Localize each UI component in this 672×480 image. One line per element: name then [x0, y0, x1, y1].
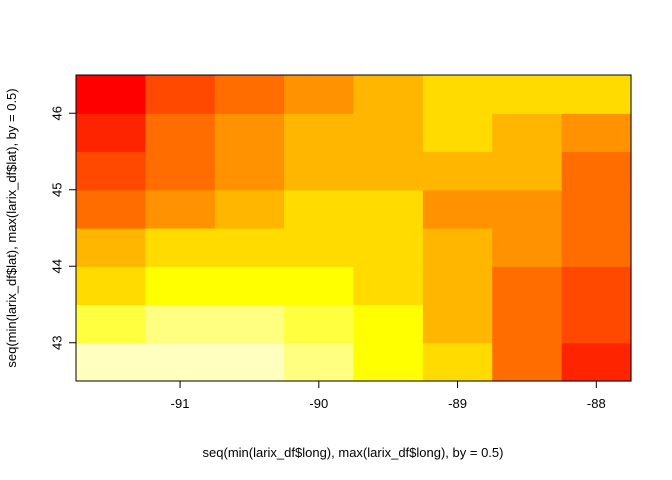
- heatmap-cell: [145, 151, 216, 191]
- heatmap-cell: [422, 266, 493, 306]
- heatmap-cell: [353, 189, 424, 229]
- heatmap-cell: [492, 266, 563, 306]
- y-tick-label: 46: [50, 106, 65, 120]
- heatmap-cell: [284, 189, 355, 229]
- heatmap-cell: [353, 304, 424, 344]
- heatmap-cell: [422, 151, 493, 191]
- heatmap-cell: [145, 304, 216, 344]
- y-axis-ticks: 43 44 45 46: [50, 106, 76, 350]
- heatmap-cell: [353, 228, 424, 267]
- heatmap-cell: [492, 151, 563, 191]
- heatmap-cell: [422, 189, 493, 229]
- y-axis-label: seq(min(larix_df$lat), max(larix_df$lat)…: [4, 88, 19, 367]
- heatmap-cell: [284, 75, 355, 114]
- heatmap-cell: [561, 75, 632, 114]
- heatmap-cell: [561, 113, 632, 153]
- heatmap-cell: [76, 342, 146, 382]
- x-tick-label: -91: [171, 396, 190, 411]
- x-tick-label: -89: [448, 396, 467, 411]
- heatmap-cell: [561, 342, 632, 382]
- heatmap-cell: [76, 113, 146, 153]
- heatmap-cell: [145, 228, 216, 267]
- heatmap-cell: [422, 113, 493, 153]
- heatmap-cells: [76, 75, 632, 382]
- heatmap-cell: [422, 304, 493, 344]
- plot-border: [75, 74, 632, 382]
- heatmap-cell: [145, 342, 216, 382]
- heatmap-cell: [214, 189, 285, 229]
- heatmap-cell: [561, 151, 632, 191]
- x-tick-label: -90: [309, 396, 328, 411]
- y-tick-label: 43: [50, 336, 65, 350]
- heatmap-cell: [214, 228, 285, 267]
- heatmap-cell: [76, 266, 146, 306]
- heatmap-cell: [492, 228, 563, 267]
- heatmap-cell: [284, 228, 355, 267]
- heatmap-cell: [492, 342, 563, 382]
- heatmap-cell: [422, 228, 493, 267]
- heatmap-cell: [284, 304, 355, 344]
- heatmap-cell: [284, 342, 355, 382]
- heatmap-cell: [492, 75, 563, 114]
- heatmap-cell: [561, 304, 632, 344]
- heatmap-cell: [492, 113, 563, 153]
- heatmap-cell: [284, 266, 355, 306]
- heatmap-cell: [561, 266, 632, 306]
- heatmap-cell: [214, 113, 285, 153]
- y-tick-label: 44: [50, 259, 65, 273]
- heatmap-cell: [492, 189, 563, 229]
- heatmap-cell: [353, 342, 424, 382]
- heatmap-cell: [145, 266, 216, 306]
- heatmap-cell: [76, 75, 146, 114]
- heatmap-cell: [492, 304, 563, 344]
- heatmap-cell: [422, 342, 493, 382]
- heatmap-cell: [284, 151, 355, 191]
- heatmap-cell: [284, 113, 355, 153]
- heatmap-cell: [76, 189, 146, 229]
- heatmap-cell: [214, 151, 285, 191]
- x-tick-label: -88: [587, 396, 606, 411]
- heatmap-cell: [353, 266, 424, 306]
- heatmap-cell: [561, 228, 632, 267]
- heatmap-cell: [214, 266, 285, 306]
- heatmap-cell: [145, 189, 216, 229]
- heatmap-cell: [353, 151, 424, 191]
- heatmap-cell: [145, 75, 216, 114]
- heatmap-cell: [214, 304, 285, 344]
- heatmap-cell: [145, 113, 216, 153]
- heatmap-cell: [76, 151, 146, 191]
- heatmap-cell: [214, 342, 285, 382]
- y-tick-label: 45: [50, 183, 65, 197]
- heatmap-cell: [76, 304, 146, 344]
- heatmap-cell: [214, 75, 285, 114]
- heatmap-cell: [561, 189, 632, 229]
- heatmap-cell: [422, 75, 493, 114]
- heatmap-cell: [76, 228, 146, 267]
- heatmap-cell: [353, 113, 424, 153]
- heatmap-cell: [353, 75, 424, 114]
- x-axis-label: seq(min(larix_df$long), max(larix_df$lon…: [203, 445, 504, 460]
- x-axis-ticks: -91 -90 -89 -88: [171, 381, 606, 411]
- axes: [75, 74, 632, 382]
